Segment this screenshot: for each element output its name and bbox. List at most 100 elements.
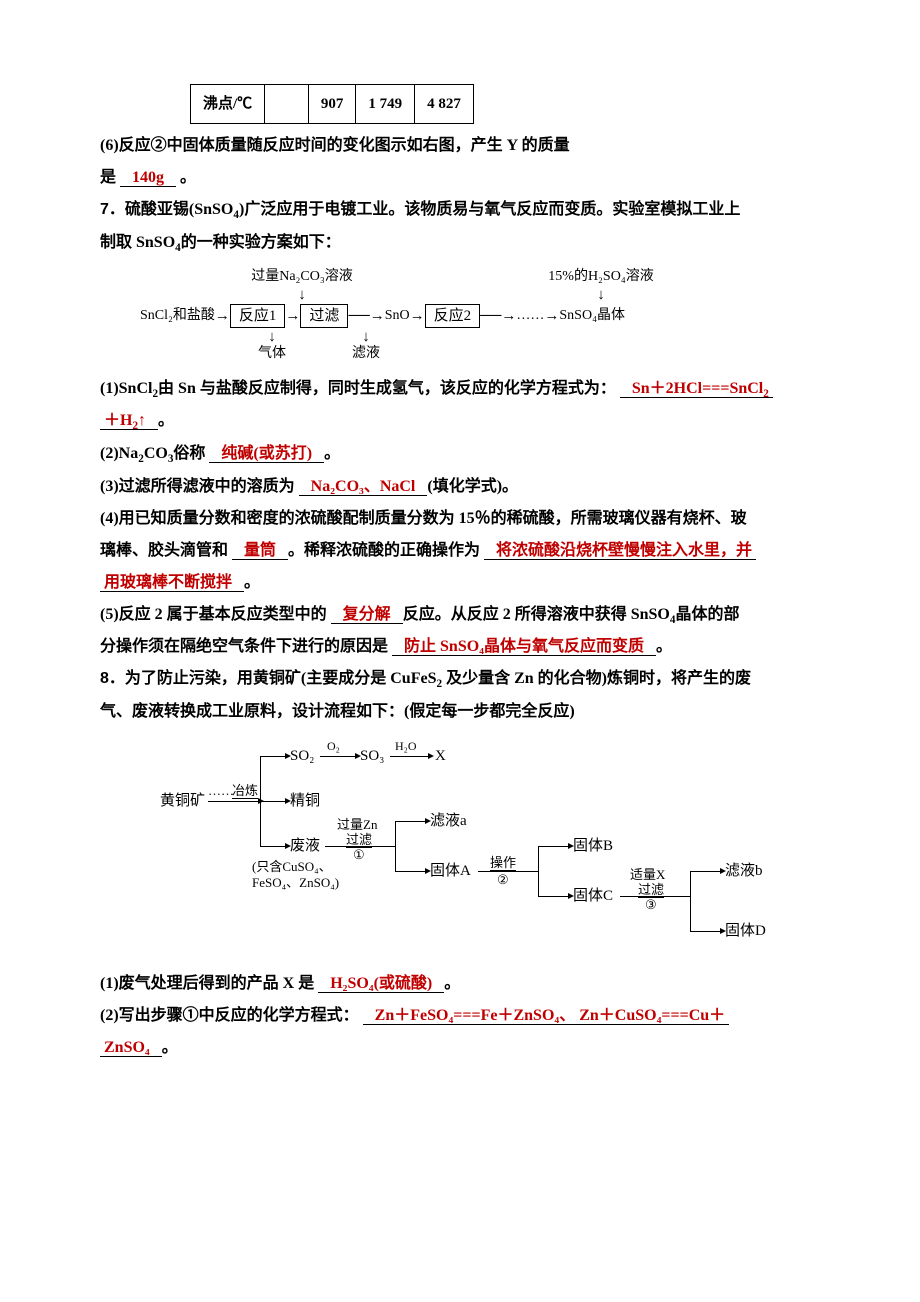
arrow-right-icon xyxy=(690,931,720,932)
q6-line2: 是 140g 。 xyxy=(100,162,820,194)
arrow-right-icon xyxy=(208,801,258,802)
arrow-right-icon xyxy=(390,756,428,757)
q7p5-ans1-text: 复分解 xyxy=(343,606,391,623)
q7-p5a: (5)反应 2 属于基本反应类型中的 复分解 反应。从反应 2 所得溶液中获得 … xyxy=(100,599,820,632)
f1-dots: …… xyxy=(516,308,544,325)
q8-p2b: ZnSO₄ 。 xyxy=(100,1032,820,1064)
arrow-right-icon: → xyxy=(285,307,300,325)
q7p4-ans2: 将浓硫酸沿烧杯壁慢慢注入水里，并 xyxy=(484,542,756,560)
q7p2-a: (2)Na xyxy=(100,445,138,462)
q7-p4a: (4)用已知质量分数和密度的浓硫酸配制质量分数为 15％的稀硫酸，所需玻璃仪器有… xyxy=(100,503,820,535)
branch-vline xyxy=(395,821,396,871)
q8-flowchart: 黄铜矿 …… 冶炼 SO₂ O₂ SO₃ H₂O X 精铜 废液 (只含CuSO… xyxy=(160,738,800,958)
q7-intro-e: 的一种实验方案如下： xyxy=(181,234,341,251)
table-v2: 1 749 xyxy=(356,85,415,124)
q8p1-ans-text: H₂SO₄(或硫酸) xyxy=(330,975,432,992)
f2-o2: O₂ xyxy=(327,740,340,753)
q7-intro: 7．硫酸亚锡(SnSO4)广泛应用于电镀工业。该物质易与氧气反应而变质。实验室模… xyxy=(100,194,820,227)
table-v1: 907 xyxy=(308,85,356,124)
q7-p1b: ＋H2↑ 。 xyxy=(100,405,820,438)
f2-h2o: H₂O xyxy=(395,740,417,753)
q8p2-a: (2)写出步骤①中反应的化学方程式： xyxy=(100,1007,359,1024)
arrow-right-icon: ──→ xyxy=(480,307,516,325)
q7p4-ans1-text: 量筒 xyxy=(244,542,276,559)
f2-smelt: 冶炼 xyxy=(232,784,258,799)
q7p3-ans: Na₂CO₃、NaCl xyxy=(299,478,428,496)
table-label: 沸点/℃ xyxy=(191,85,265,124)
q7-intro-d: 制取 SnSO xyxy=(100,234,175,251)
q6-ans: 140g xyxy=(120,169,176,187)
arrow-right-icon xyxy=(260,756,285,757)
q6-b: 是 xyxy=(100,169,116,186)
q7-p1: (1)SnCl2由 Sn 与盐酸反应制得，同时生成氢气，该反应的化学方程式为： … xyxy=(100,373,820,406)
table-empty xyxy=(265,85,309,124)
q8-p2: (2)写出步骤①中反应的化学方程式： Zn＋FeSO₄===Fe＋ZnSO₄、 … xyxy=(100,1000,820,1032)
f1-box2: 过滤 xyxy=(300,304,348,328)
f2-liqa: 滤液a xyxy=(430,813,467,830)
q7-intro2: 制取 SnSO4的一种实验方案如下： xyxy=(100,227,820,260)
f2-dots: …… xyxy=(208,784,234,798)
q7-intro-b: ．硫酸亚锡(SnSO xyxy=(109,201,233,218)
f1-box1: 反应1 xyxy=(230,304,286,328)
arrow-down-icon: ↓ xyxy=(298,286,306,304)
q7p4-ans2-text: 将浓硫酸沿烧杯壁慢慢注入水里，并 xyxy=(496,542,752,559)
q7p1-b: 由 Sn 与盐酸反应制得，同时生成氢气，该反应的化学方程式为： xyxy=(158,380,616,397)
q8p1-b: 。 xyxy=(444,975,460,992)
q7p3-a: (3)过滤所得滤液中的溶质为 xyxy=(100,478,295,495)
q8p2-ans2: ZnSO₄ xyxy=(100,1039,162,1057)
f2-solidB: 固体B xyxy=(573,838,613,855)
q6-ans-text: 140g xyxy=(132,169,164,186)
q7p4-d: 。 xyxy=(244,574,260,591)
q7-flowchart: 过量Na₂CO₃溶液 ↓ 15%的H₂SO₄溶液 ↓ SnCl₂和盐酸 → 反应… xyxy=(140,269,820,363)
arrow-right-icon xyxy=(395,871,425,872)
q7p5-a: (5)反应 2 属于基本反应类型中的 xyxy=(100,606,327,623)
q8p2-ans1: Zn＋FeSO₄===Fe＋ZnSO₄、 Zn＋CuSO₄===Cu＋ xyxy=(363,1007,730,1025)
f1-box3: 反应2 xyxy=(425,304,481,328)
q8-intro-a: 8 xyxy=(100,670,109,687)
arrow-right-icon: ──→ xyxy=(348,307,384,325)
q7p2-c: 俗称 xyxy=(173,445,205,462)
arrow-right-icon xyxy=(260,846,285,847)
arrow-right-icon xyxy=(690,871,720,872)
arrow-down-icon: ↓ xyxy=(268,328,276,346)
q6-line1: (6)反应②中固体质量随反应时间的变化图示如右图，产生 Y 的质量 xyxy=(100,130,820,162)
f2-c1: ① xyxy=(353,848,365,862)
q7p1-a: (1)SnCl xyxy=(100,380,152,397)
f2-so3: SO₃ xyxy=(360,748,384,765)
page-root: 沸点/℃ 907 1 749 4 827 (6)反应②中固体质量随反应时间的变化… xyxy=(0,0,920,1302)
q8p2-ans2-text: ZnSO₄ xyxy=(104,1039,150,1056)
f2-liqb: 滤液b xyxy=(725,863,763,880)
f2-fine: 精铜 xyxy=(290,793,320,810)
arrow-right-icon xyxy=(538,896,568,897)
q7p1-ans2: ＋H xyxy=(104,412,132,429)
q7p4-c: 。稀释浓硫酸的正确操作为 xyxy=(288,542,480,559)
q8-intro-b: ．为了防止污染，用黄铜矿(主要成分是 CuFeS xyxy=(109,670,437,687)
q8-intro1: 8．为了防止污染，用黄铜矿(主要成分是 CuFeS2 及少量含 Zn 的化合物)… xyxy=(100,663,820,696)
f2-solidA: 固体A xyxy=(430,863,471,880)
q7p3-ans-text: Na₂CO₃、NaCl xyxy=(311,478,416,495)
q7p5-e: 。 xyxy=(656,638,672,655)
f2-c3: ③ xyxy=(645,898,657,912)
q7-p2: (2)Na2CO3俗称 纯碱(或苏打) 。 xyxy=(100,438,820,471)
q8p1-ans: H₂SO₄(或硫酸) xyxy=(318,975,444,993)
q7p1-ans: Sn＋2HCl===SnCl2 xyxy=(620,380,773,398)
f1-below-r: 滤液 xyxy=(352,346,380,363)
f1-mid: SnO xyxy=(385,308,410,325)
arrow-right-icon: → xyxy=(410,307,425,325)
arrow-down-icon: ↓ xyxy=(597,286,605,304)
f2-filt: 过滤 xyxy=(346,833,372,848)
q7p2-b: CO xyxy=(144,445,168,462)
q7p4-ans3: 用玻璃棒不断搅拌 xyxy=(100,574,244,592)
q7p5-d: 分操作须在隔绝空气条件下进行的原因是 xyxy=(100,638,388,655)
q7p1-ans1: Sn＋2HCl===SnCl xyxy=(632,380,763,397)
q7-p3: (3)过滤所得滤液中的溶质为 Na₂CO₃、NaCl (填化学式)。 xyxy=(100,471,820,503)
arrow-right-icon: → xyxy=(215,307,230,325)
arrow-right-icon: → xyxy=(544,307,559,325)
q7p2-d: 。 xyxy=(324,445,340,462)
table-v3: 4 827 xyxy=(415,85,474,124)
f2-solidD: 固体D xyxy=(725,923,766,940)
q7p2-ans: 纯碱(或苏打) xyxy=(209,445,324,463)
f2-x: X xyxy=(435,748,446,765)
arrow-right-icon xyxy=(395,821,425,822)
f2-waste-note-a: (只含CuSO₄、 xyxy=(252,860,332,874)
